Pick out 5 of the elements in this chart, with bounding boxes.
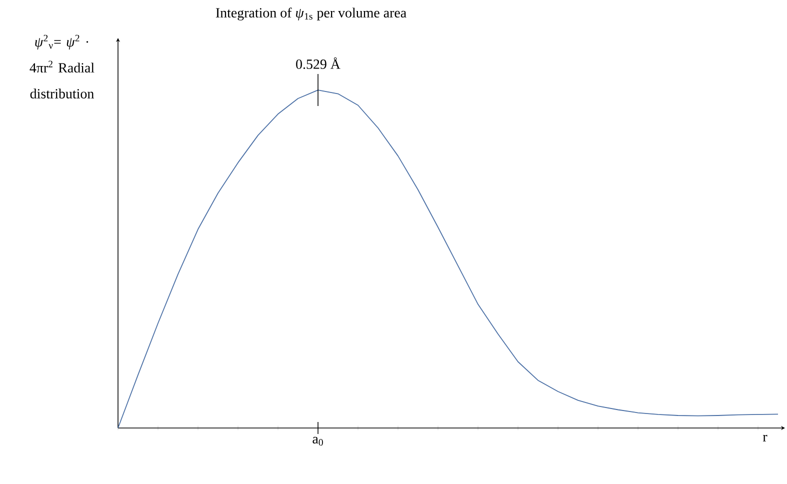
text: ψ$^{2}$$_{ν}$= ψ$^{2}$ · 4πr$^{2}$ Radial distribution bbox=[30, 34, 94, 98]
text: a$_{0}$ bbox=[312, 436, 323, 446]
chart-title: Integration of ψ$_{1s}$ per volume area bbox=[216, 8, 406, 20]
x-axis-title: r bbox=[762, 434, 768, 442]
text: 0.529 Å bbox=[296, 57, 340, 69]
